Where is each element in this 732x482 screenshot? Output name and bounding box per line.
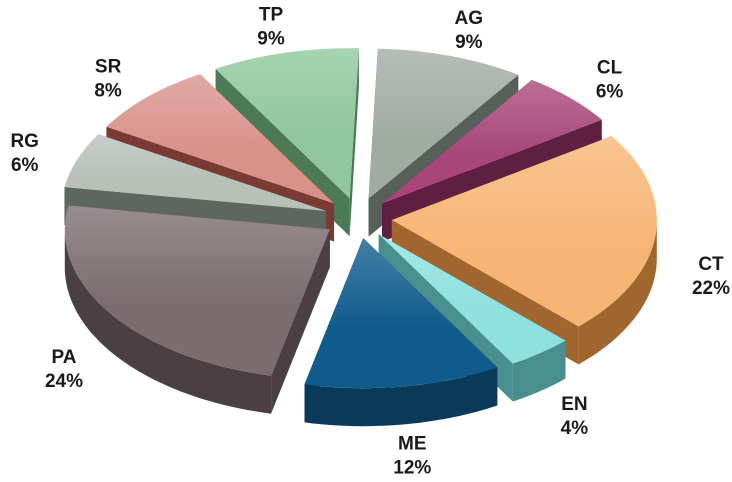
label-en-percent: 4%: [561, 418, 589, 439]
label-ag-percent: 9%: [455, 32, 483, 53]
label-ct: CT 22%: [692, 254, 730, 299]
label-tp-percent: 9%: [257, 28, 285, 49]
slice-cl: [382, 79, 602, 242]
slice-en-rim: [512, 340, 566, 402]
slice-tp-wall-end: [349, 48, 359, 237]
slice-ct-gloss: [391, 136, 657, 327]
slice-pa-wall-start: [271, 229, 330, 414]
slice-ct: [391, 136, 657, 365]
label-cl: CL 6%: [596, 58, 624, 103]
slice-cl-gloss: [382, 79, 602, 204]
label-me-name: ME: [398, 434, 427, 455]
label-rg-percent: 6%: [11, 155, 39, 176]
label-rg: RG 6%: [10, 131, 39, 176]
slice-me-rim: [304, 367, 498, 427]
slice-pa-rim: [64, 227, 272, 414]
slice-sides: [64, 48, 657, 427]
label-sr: SR 8%: [94, 57, 122, 102]
slice-tp-gloss: [215, 48, 359, 199]
label-cl-name: CL: [597, 58, 623, 79]
label-tp-name: TP: [259, 4, 284, 25]
slice-ag-gloss: [368, 48, 519, 199]
slice-rg-gloss: [64, 134, 327, 212]
label-en-name: EN: [561, 394, 587, 415]
label-tp: TP 9%: [257, 4, 285, 49]
slice-pa-gloss: [64, 205, 330, 376]
label-pa-percent: 24%: [45, 371, 83, 392]
label-sr-percent: 8%: [94, 81, 122, 102]
label-pa: PA 24%: [45, 347, 83, 392]
label-cl-percent: 6%: [596, 82, 624, 103]
label-ct-name: CT: [698, 254, 724, 275]
label-ct-percent: 22%: [692, 278, 730, 299]
slice-me-gloss: [304, 238, 498, 389]
slice-labels: AG 9% CL 6% CT 22% EN 4% ME 12% PA 24% RG 6% SR 8% TP 9%: [10, 4, 730, 478]
label-en: EN 4%: [561, 394, 589, 439]
slice-pa: [64, 205, 330, 414]
label-me-percent: 12%: [393, 458, 431, 479]
label-pa-name: PA: [52, 347, 77, 368]
label-rg-name: RG: [10, 131, 39, 152]
label-sr-name: SR: [95, 57, 122, 78]
slice-en-gloss: [378, 234, 566, 364]
label-ag-name: AG: [455, 8, 484, 29]
slice-ct-rim: [578, 217, 657, 365]
label-ag: AG 9%: [455, 8, 484, 53]
label-me: ME 12%: [393, 434, 431, 479]
slice-sr-gloss: [106, 74, 335, 204]
slice-me: [304, 238, 498, 427]
